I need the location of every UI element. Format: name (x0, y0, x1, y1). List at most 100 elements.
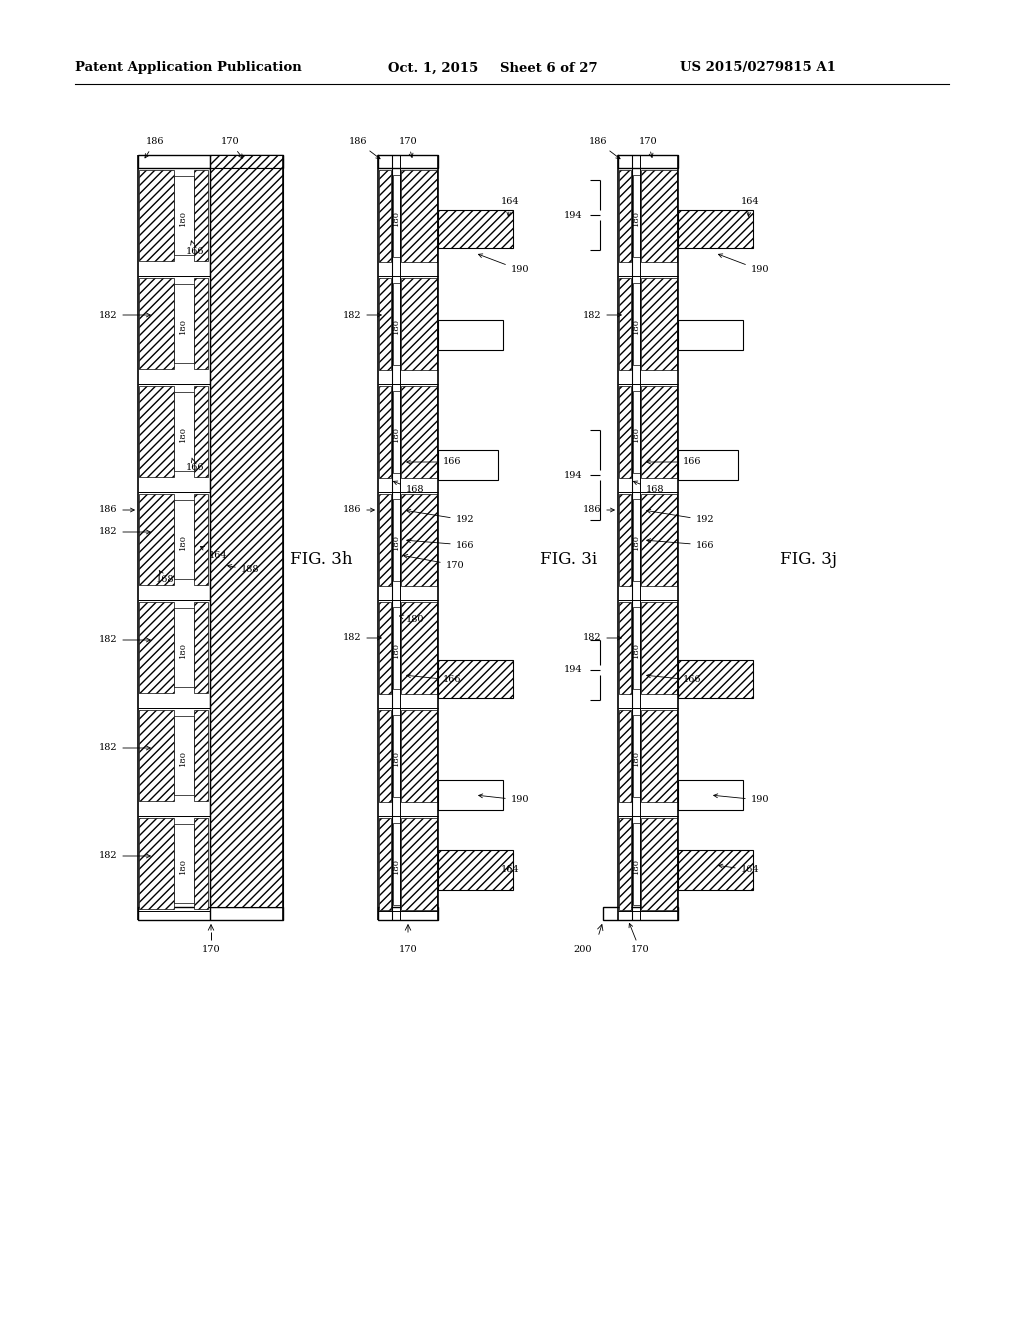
Bar (379, 279, 391, 370)
Text: US 2015/0279815 A1: US 2015/0279815 A1 (680, 62, 836, 74)
Bar (633, 176, 640, 257)
Text: 180: 180 (632, 858, 640, 874)
Text: 166: 166 (407, 673, 461, 685)
Bar (139, 385, 174, 477)
Bar (379, 602, 391, 694)
Bar (641, 494, 677, 586)
Bar (393, 715, 400, 797)
Bar (641, 710, 677, 803)
Bar (618, 154, 678, 168)
Text: Patent Application Publication: Patent Application Publication (75, 62, 302, 74)
Bar (618, 385, 631, 478)
Bar (438, 319, 503, 350)
Text: 164: 164 (201, 546, 227, 560)
Text: FIG. 3i: FIG. 3i (540, 552, 597, 569)
Text: 180: 180 (179, 535, 187, 550)
Bar (641, 170, 677, 261)
Bar (618, 494, 631, 586)
Text: 166: 166 (407, 539, 474, 549)
Text: 194: 194 (563, 210, 582, 219)
Bar (174, 715, 194, 795)
Text: 180: 180 (179, 210, 187, 226)
Bar (633, 715, 640, 797)
Bar (378, 154, 438, 168)
Bar (633, 607, 640, 689)
Text: 180: 180 (392, 210, 400, 226)
Bar (401, 385, 437, 478)
Bar (633, 499, 640, 581)
Text: 164: 164 (719, 865, 760, 874)
Bar (678, 850, 753, 890)
Bar (401, 170, 437, 261)
Bar (438, 210, 513, 248)
Bar (393, 607, 400, 689)
Bar (618, 602, 631, 694)
Text: 192: 192 (407, 510, 474, 524)
Bar (438, 450, 498, 480)
Text: 168: 168 (393, 480, 424, 495)
Bar (603, 907, 678, 920)
Bar (139, 170, 174, 261)
Bar (138, 907, 283, 920)
Bar (194, 710, 208, 801)
Bar (194, 818, 208, 909)
Text: 188: 188 (227, 565, 259, 574)
Bar (194, 385, 208, 477)
Bar (393, 391, 400, 473)
Text: 180: 180 (179, 750, 187, 766)
Text: 190: 190 (719, 253, 769, 275)
Text: 180: 180 (392, 535, 400, 550)
Bar (678, 210, 753, 248)
Bar (194, 602, 208, 693)
Text: 170: 170 (221, 137, 243, 158)
Text: 180: 180 (399, 615, 424, 624)
Text: 170: 170 (398, 945, 418, 954)
Text: Sheet 6 of 27: Sheet 6 of 27 (500, 62, 598, 74)
Bar (379, 710, 391, 803)
Text: 180: 180 (179, 642, 187, 657)
Text: 166: 166 (647, 458, 701, 466)
Bar (379, 385, 391, 478)
Bar (174, 824, 194, 903)
Bar (438, 660, 513, 698)
Bar (678, 319, 743, 350)
Bar (194, 170, 208, 261)
Text: 182: 182 (343, 634, 381, 643)
Bar (393, 499, 400, 581)
Bar (210, 168, 283, 907)
Text: FIG. 3h: FIG. 3h (290, 552, 352, 569)
Bar (174, 284, 194, 363)
Bar (139, 279, 174, 370)
Bar (641, 279, 677, 370)
Text: 164: 164 (740, 198, 760, 216)
Bar (393, 282, 400, 366)
Bar (401, 494, 437, 586)
Text: 182: 182 (583, 310, 622, 319)
Text: 180: 180 (392, 858, 400, 874)
Text: 182: 182 (98, 635, 151, 644)
Bar (174, 392, 194, 471)
Bar (678, 450, 738, 480)
Text: 166: 166 (647, 539, 715, 549)
Bar (139, 602, 174, 693)
Bar (641, 385, 677, 478)
Text: 182: 182 (98, 743, 151, 752)
Text: 180: 180 (632, 750, 640, 766)
Bar (393, 176, 400, 257)
Text: 194: 194 (563, 665, 582, 675)
Text: 166: 166 (185, 240, 204, 256)
Text: 164: 164 (501, 866, 519, 874)
Bar (194, 279, 208, 370)
Text: 182: 182 (98, 310, 151, 319)
Bar (618, 818, 631, 909)
Text: 180: 180 (392, 426, 400, 442)
Bar (678, 780, 743, 810)
Bar (379, 494, 391, 586)
Text: 182: 182 (98, 851, 151, 861)
Text: 180: 180 (632, 642, 640, 657)
Text: 166: 166 (407, 458, 461, 466)
Text: 166: 166 (185, 458, 204, 473)
Text: 170: 170 (398, 137, 418, 157)
Bar (401, 602, 437, 694)
Text: 180: 180 (632, 318, 640, 334)
